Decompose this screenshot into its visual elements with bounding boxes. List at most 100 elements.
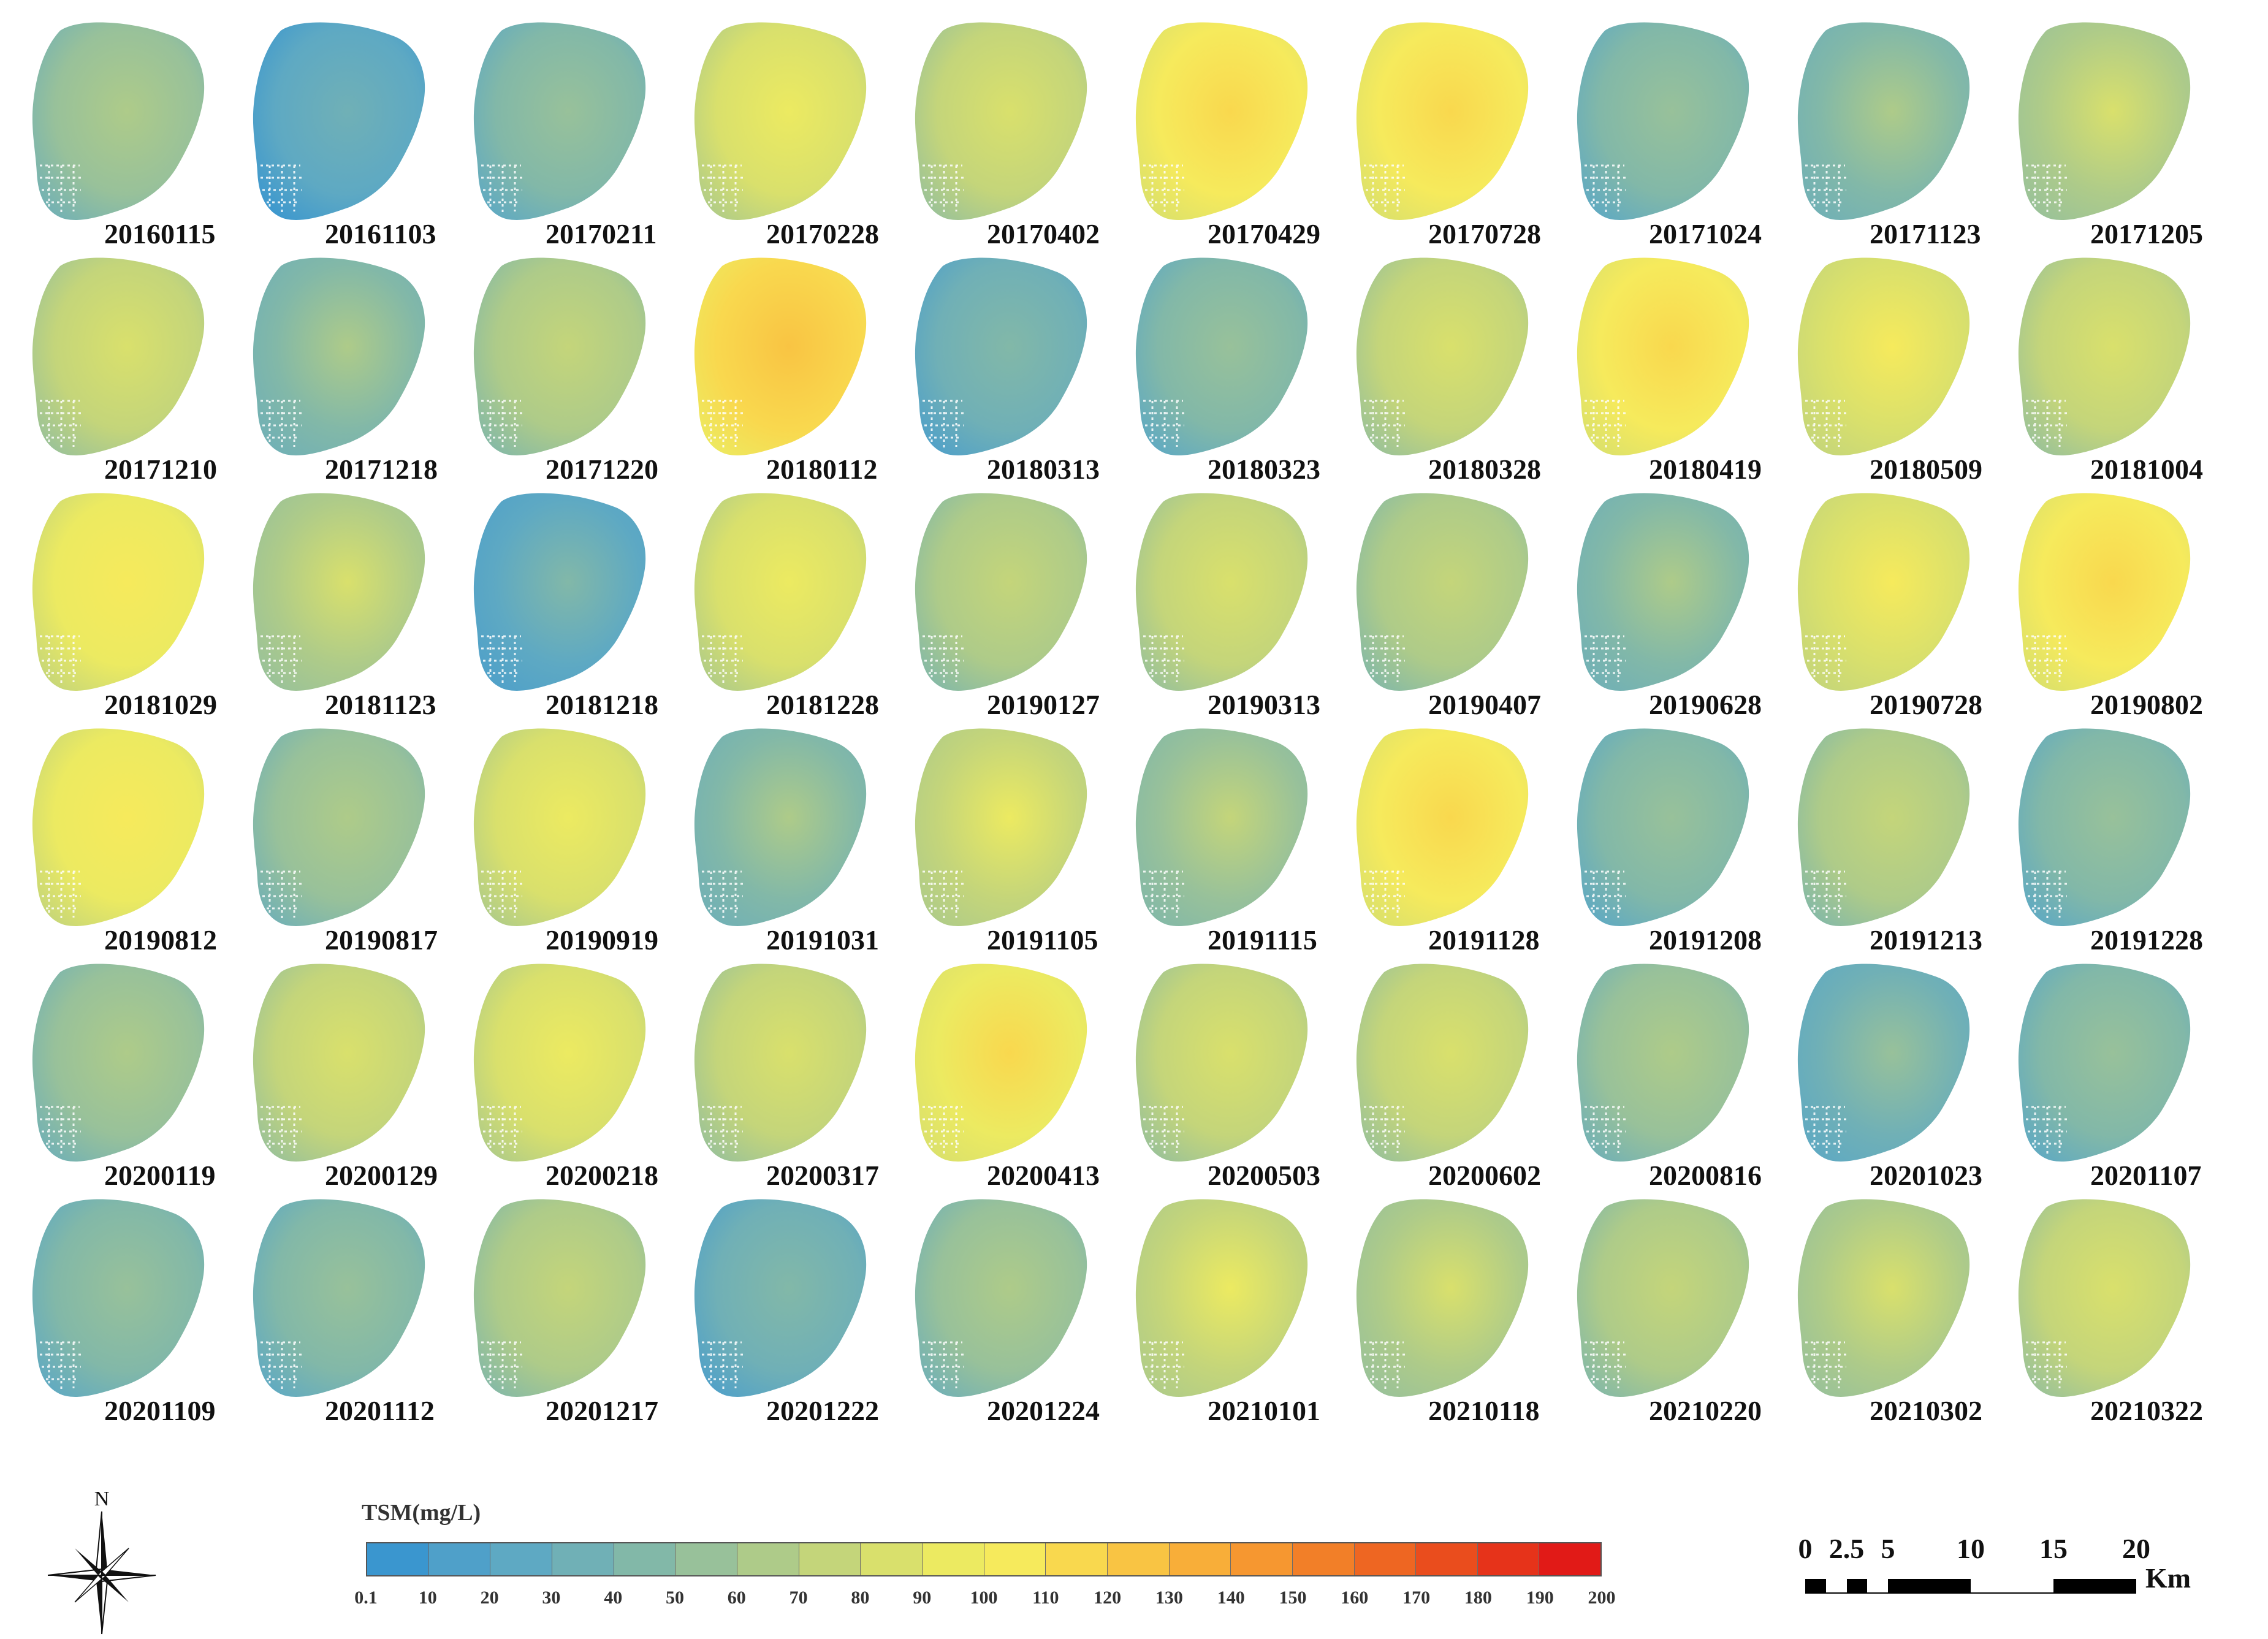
lake-shape [2018, 257, 2191, 455]
map-date-label: 20161103 [325, 218, 436, 249]
lake-water-surface [1577, 22, 1749, 220]
map-date-label: 20180323 [1208, 454, 1320, 485]
lake-water-surface [253, 964, 425, 1162]
map-date-label: 20191213 [1870, 924, 1982, 956]
scale-label: 5 [1881, 1533, 1895, 1564]
lake-water-surface [694, 964, 867, 1162]
lake-shape [32, 22, 205, 220]
lake-water-surface [1135, 493, 1308, 691]
scale-bar: 0 2.5 5 10 15 20 Km [1778, 1532, 2243, 1618]
legend-tick-label: 190 [1526, 1588, 1554, 1608]
map-date-label: 20190728 [1870, 689, 1982, 720]
map-date-label: 20190812 [104, 924, 217, 956]
lake-shape [1356, 964, 1529, 1162]
lake-shape [694, 964, 867, 1162]
lake-shape [1135, 964, 1308, 1162]
tsm-map-panel: 20190407 [1336, 483, 1563, 728]
lake-water-surface [473, 493, 646, 691]
lake-shape [1797, 964, 1970, 1162]
lake-water-surface [694, 257, 867, 455]
legend-swatch [614, 1543, 676, 1575]
map-date-label: 20170728 [1428, 218, 1541, 249]
legend-swatch [1046, 1543, 1108, 1575]
tsm-map-panel: 20201217 [454, 1189, 680, 1434]
lake-shape [1135, 1199, 1308, 1397]
scale-label: 20 [2122, 1533, 2150, 1564]
lake-shape [694, 22, 867, 220]
tsm-map-panel: 20181029 [12, 483, 239, 728]
tsm-map-panel: 20171205 [1998, 12, 2225, 257]
legend-tick-label: 180 [1464, 1588, 1492, 1608]
map-date-label: 20171220 [546, 454, 658, 485]
legend-tick-label: 20 [480, 1588, 499, 1608]
tsm-map-panel: 20210101 [1116, 1189, 1342, 1434]
tsm-map-panel: 20180313 [895, 248, 1122, 493]
map-date-label: 20180112 [766, 454, 878, 485]
map-date-label: 20190407 [1428, 689, 1541, 720]
lake-shape [1797, 22, 1970, 220]
lake-water-surface [1797, 728, 1970, 926]
tsm-map-panel: 20201224 [895, 1189, 1122, 1434]
tsm-map-panel: 20171210 [12, 248, 239, 493]
tsm-map-panel: 20201107 [1998, 954, 2225, 1199]
lake-shape [253, 964, 425, 1162]
map-date-label: 20170429 [1208, 218, 1320, 249]
legend-tick-label: 140 [1217, 1588, 1245, 1608]
map-date-label: 20170402 [987, 218, 1100, 249]
map-date-label: 20201107 [2090, 1160, 2202, 1191]
tsm-map-panel: 20200317 [674, 954, 901, 1199]
lake-water-surface [1797, 257, 1970, 455]
scale-segment [2053, 1579, 2136, 1594]
lake-water-surface [2018, 728, 2191, 926]
legend-tick-label: 60 [727, 1588, 746, 1608]
lake-shape [915, 1199, 1087, 1397]
legend-tick-label: 160 [1341, 1588, 1369, 1608]
legend-swatch [1354, 1543, 1417, 1575]
scale-label: 2.5 [1828, 1533, 1865, 1564]
lake-water-surface [694, 728, 867, 926]
lake-shape [1577, 257, 1749, 455]
legend-swatch [367, 1543, 429, 1575]
map-date-label: 20160115 [104, 218, 216, 249]
lake-shape [32, 257, 205, 455]
lake-shape [32, 964, 205, 1162]
lake-water-surface [32, 964, 205, 1162]
map-date-label: 20171123 [1870, 218, 1981, 249]
legend-swatch [1231, 1543, 1293, 1575]
map-date-label: 20180328 [1428, 454, 1541, 485]
tsm-map-panel: 20170211 [454, 12, 680, 257]
map-date-label: 20190628 [1649, 689, 1762, 720]
map-date-label: 20201222 [766, 1395, 879, 1426]
lake-shape [2018, 493, 2191, 691]
legend-swatch [1416, 1543, 1478, 1575]
tsm-map-panel: 20180509 [1778, 248, 2004, 493]
lake-water-surface [473, 728, 646, 926]
lake-shape [253, 257, 425, 455]
lake-shape [915, 493, 1087, 691]
legend-tick-label: 80 [851, 1588, 870, 1608]
tsm-map-panel: 20170728 [1336, 12, 1563, 257]
tsm-map-panel: 20200129 [233, 954, 460, 1199]
lake-water-surface [915, 493, 1087, 691]
legend-swatch [737, 1543, 799, 1575]
tsm-map-panel: 20180323 [1116, 248, 1342, 493]
tsm-map-panel: 20180112 [674, 248, 901, 493]
legend-swatch [428, 1543, 491, 1575]
map-date-label: 20191031 [766, 924, 879, 956]
tsm-map-panel: 20190802 [1998, 483, 2225, 728]
legend-tick-label: 50 [666, 1588, 684, 1608]
legend-swatch [922, 1543, 984, 1575]
tsm-map-panel: 20190728 [1778, 483, 2004, 728]
map-date-label: 20181123 [325, 689, 436, 720]
lake-shape [2018, 22, 2191, 220]
map-date-label: 20181004 [2090, 454, 2203, 485]
map-date-label: 20190802 [2090, 689, 2203, 720]
tsm-map-panel: 20171123 [1778, 12, 2004, 257]
tsm-map-panel: 20170228 [674, 12, 901, 257]
legend-swatch [861, 1543, 923, 1575]
tsm-map-panel: 20210220 [1557, 1189, 1784, 1434]
map-date-label: 20201112 [325, 1395, 435, 1426]
lake-water-surface [1797, 493, 1970, 691]
tsm-map-panel: 20201222 [674, 1189, 901, 1434]
tsm-map-panel: 20190127 [895, 483, 1122, 728]
